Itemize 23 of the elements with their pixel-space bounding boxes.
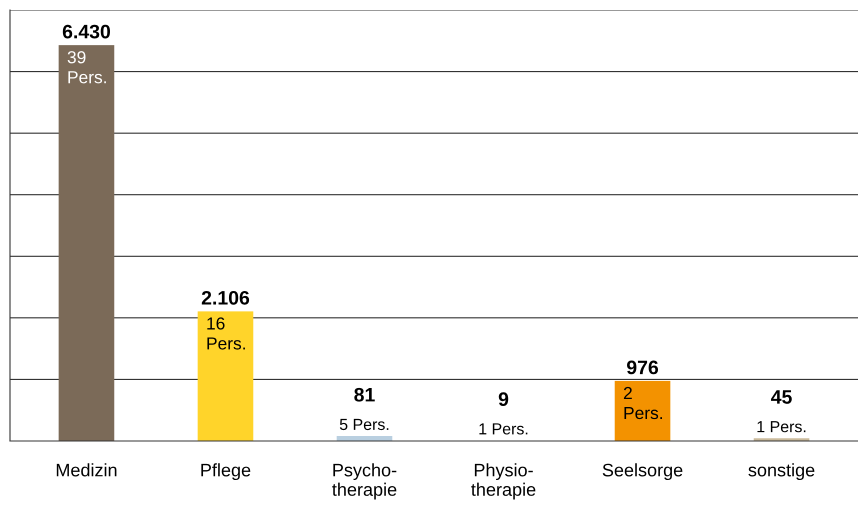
data-label: 9 xyxy=(498,392,508,406)
data-label: 6.430 xyxy=(62,24,110,38)
annotation: 2 Pers. xyxy=(624,386,662,420)
annotation: 5 Pers. xyxy=(340,418,388,430)
x-tick-label: sonstige xyxy=(748,463,814,480)
x-tick-label: Medizin xyxy=(56,463,116,476)
bar xyxy=(198,311,254,441)
data-label: 2.106 xyxy=(202,290,250,305)
annotation: 39 Pers. xyxy=(68,51,106,84)
x-tick-label: Seelsorge xyxy=(602,463,682,480)
x-tick-label: Pflege xyxy=(201,463,250,480)
bar xyxy=(336,436,392,441)
bar xyxy=(614,380,670,441)
annotation: 16 Pers. xyxy=(207,317,245,350)
data-label: 81 xyxy=(354,388,375,402)
data-label: 45 xyxy=(771,390,792,404)
annotation: 1 Pers. xyxy=(757,421,806,432)
x-tick-label: Psycho- therapie xyxy=(332,463,396,500)
annotation: 1 Pers. xyxy=(479,423,528,435)
data-label: 976 xyxy=(626,360,658,374)
bar xyxy=(58,45,114,441)
bar xyxy=(754,438,810,441)
x-tick-label: Physio- therapie xyxy=(471,463,536,500)
